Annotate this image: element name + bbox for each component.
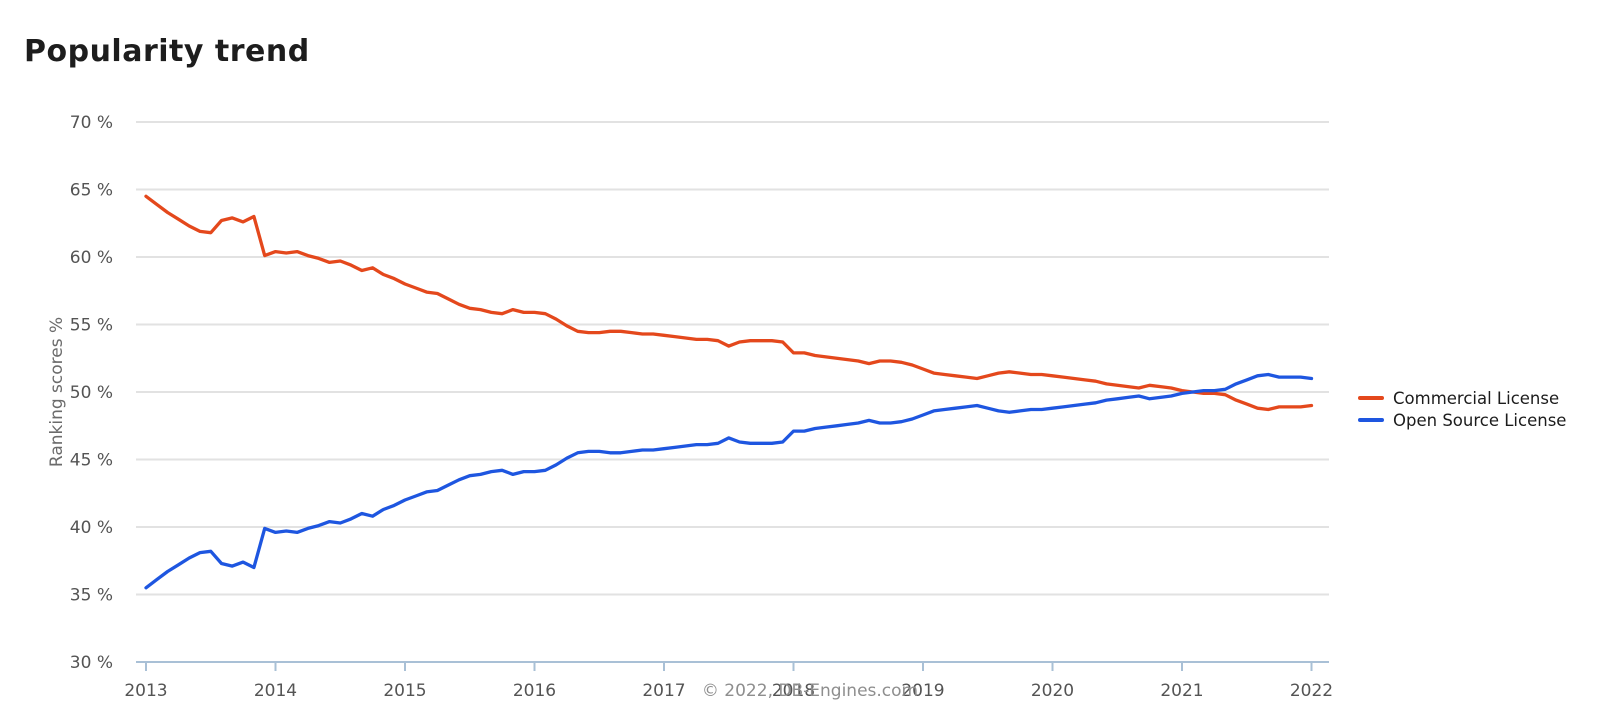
y-axis-tick-label: 45 % [70,451,113,471]
y-axis-tick-label: 40 % [70,518,113,538]
y-axis-tick-label: 60 % [70,248,113,268]
x-axis-tick-label: 2017 [642,681,685,701]
x-axis-tick-label: 2018 [772,681,815,701]
x-axis-tick-label: 2015 [383,681,426,701]
y-axis-tick-label: 30 % [70,653,113,673]
x-axis-tick-label: 2022 [1290,681,1333,701]
legend-item-commercial[interactable]: Commercial License [1358,387,1566,409]
chart-legend: Commercial License Open Source License [1358,387,1566,431]
chart-title: Popularity trend [24,34,310,69]
x-axis-tick-label: 2021 [1160,681,1203,701]
legend-label-commercial: Commercial License [1393,388,1560,408]
x-axis-tick-label: 2016 [513,681,556,701]
y-axis-tick-label: 70 % [70,113,113,133]
x-axis-tick-label: 2019 [901,681,944,701]
y-axis-tick-label: 55 % [70,316,113,336]
legend-label-open-source: Open Source License [1393,410,1567,430]
open-source-license-line[interactable] [144,372,1314,590]
legend-swatch-commercial-icon [1358,396,1384,400]
y-axis-tick-label: 65 % [70,181,113,201]
y-axis-tick-label: 35 % [70,586,113,606]
commercial-license-line[interactable] [144,194,1314,412]
x-axis-tick-label: 2013 [124,681,167,701]
y-axis-title: Ranking scores % [47,317,67,467]
legend-item-open-source[interactable]: Open Source License [1358,409,1566,431]
y-axis-tick-label: 50 % [70,383,113,403]
legend-swatch-open-source-icon [1358,418,1384,422]
x-axis-tick-label: 2014 [254,681,297,701]
x-axis-tick-label: 2020 [1031,681,1074,701]
chart-footer-credit: © 2022, DB-Engines.com [701,681,919,701]
